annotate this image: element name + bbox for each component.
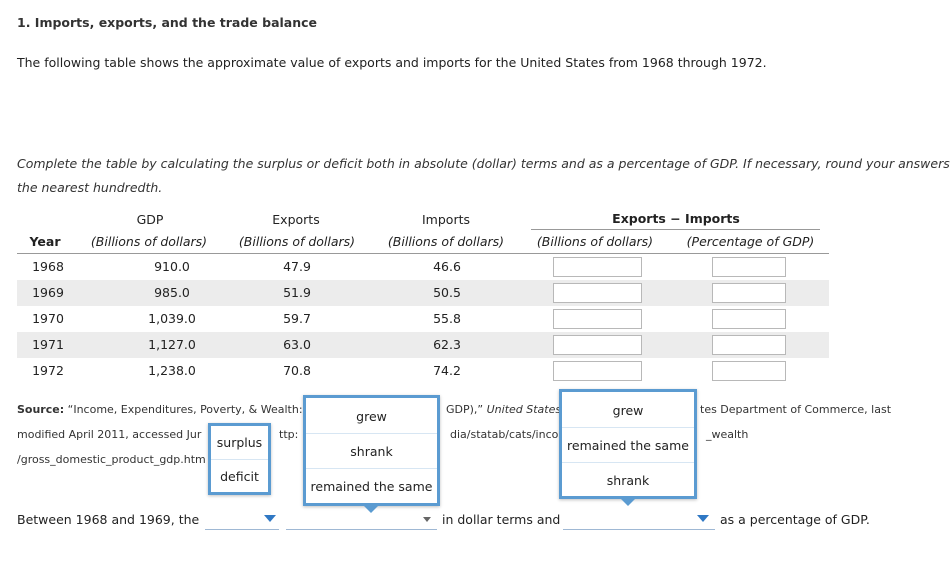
dropdown-surplus-deficit[interactable]: surplus deficit <box>208 423 271 495</box>
instructions-line-2: the nearest hundredth. <box>17 180 163 195</box>
table-row: 1971 1,127.0 63.0 62.3 <box>17 332 829 358</box>
diff-input[interactable] <box>553 257 642 277</box>
imports-cell: 55.8 <box>433 311 461 326</box>
source-text: GDP),” <box>446 403 487 416</box>
dropdown-pointer-icon <box>621 499 635 506</box>
exports-cell: 70.8 <box>283 363 311 378</box>
header-diff-unit: (Billions of dollars) <box>536 234 654 249</box>
year-cell: 1970 <box>32 311 64 326</box>
intro-text: The following table shows the approximat… <box>17 55 767 70</box>
gdp-cell: 910.0 <box>154 259 190 274</box>
pct-input[interactable] <box>712 361 786 381</box>
source-text: “Income, Expenditures, Poverty, & Wealth… <box>67 403 303 416</box>
year-cell: 1968 <box>32 259 64 274</box>
source-fragment: ttp: <box>279 428 299 441</box>
year-cell: 1969 <box>32 285 64 300</box>
dropdown-change-dollar[interactable]: grew shrank remained the same <box>303 395 440 506</box>
source-line-1: Source: “Income, Expenditures, Poverty, … <box>17 397 303 422</box>
pct-input[interactable] <box>712 283 786 303</box>
imports-cell: 46.6 <box>433 259 461 274</box>
source-fragment: tes Department of Commerce, last <box>700 403 892 416</box>
header-pct-unit: (Percentage of GDP) <box>686 234 815 249</box>
sentence-part-2: in dollar terms and <box>442 512 561 527</box>
option-grew[interactable]: grew <box>306 398 437 434</box>
header-rule <box>17 253 829 254</box>
source-fragment: _wealth <box>706 428 749 441</box>
select-change-dollar[interactable] <box>286 511 437 530</box>
dropdown-pointer-icon <box>364 506 378 513</box>
select-change-percentage[interactable] <box>563 511 715 530</box>
option-remained-same[interactable]: remained the same <box>562 428 694 463</box>
header-exports-minus-imports: Exports − Imports <box>612 211 740 226</box>
year-cell: 1971 <box>32 337 64 352</box>
header-exports-unit: (Billions of dollars) <box>238 234 356 249</box>
header-imports: Imports <box>422 212 470 227</box>
source-link[interactable]: dia/statab/cats/inco <box>450 428 559 441</box>
header-gdp-unit: (Billions of dollars) <box>90 234 208 249</box>
header-year: Year <box>29 234 61 249</box>
group-header-rule <box>531 229 820 230</box>
diff-input[interactable] <box>553 283 642 303</box>
instructions-line-1: Complete the table by calculating the su… <box>17 156 952 171</box>
exports-cell: 63.0 <box>283 337 311 352</box>
header-imports-unit: (Billions of dollars) <box>387 234 505 249</box>
gdp-cell: 1,039.0 <box>148 311 196 326</box>
gdp-cell: 1,127.0 <box>148 337 196 352</box>
sentence-part-1: Between 1968 and 1969, the <box>17 512 200 527</box>
pct-input[interactable] <box>712 309 786 329</box>
source-fragment: GDP),” United States <box>446 397 561 422</box>
pct-input[interactable] <box>712 257 786 277</box>
header-gdp: GDP <box>136 212 164 227</box>
diff-input[interactable] <box>553 335 642 355</box>
gdp-cell: 985.0 <box>154 285 190 300</box>
instructions: Complete the table by calculating the su… <box>17 152 952 200</box>
option-grew[interactable]: grew <box>562 392 694 428</box>
question-title: 1. Imports, exports, and the trade balan… <box>17 15 318 30</box>
source-publication: United States <box>486 403 562 416</box>
source-line-2: modified April 2011, accessed Jur <box>17 428 202 441</box>
exports-cell: 47.9 <box>283 259 311 274</box>
option-remained-same[interactable]: remained the same <box>310 479 433 494</box>
chevron-down-icon[interactable] <box>264 515 276 522</box>
pct-input[interactable] <box>712 335 786 355</box>
dropdown-change-percentage[interactable]: grew remained the same shrank <box>559 389 697 499</box>
table-row: 1969 985.0 51.9 50.5 <box>17 280 829 306</box>
diff-input[interactable] <box>553 309 642 329</box>
exports-cell: 59.7 <box>283 311 311 326</box>
table-row: 1972 1,238.0 70.8 74.2 <box>17 358 829 384</box>
table-row: 1970 1,039.0 59.7 55.8 <box>17 306 829 332</box>
table-row: 1968 910.0 47.9 46.6 <box>17 254 829 280</box>
sentence-part-3: as a percentage of GDP. <box>720 512 870 527</box>
imports-cell: 50.5 <box>433 285 461 300</box>
option-shrank[interactable]: shrank <box>606 473 650 488</box>
year-cell: 1972 <box>32 363 64 378</box>
imports-cell: 74.2 <box>433 363 461 378</box>
chevron-down-icon[interactable] <box>423 517 431 522</box>
source-line-3[interactable]: /gross_domestic_product_gdp.htm <box>17 453 206 466</box>
imports-cell: 62.3 <box>433 337 461 352</box>
option-deficit[interactable]: deficit <box>220 469 259 484</box>
header-exports: Exports <box>272 212 320 227</box>
option-shrank[interactable]: shrank <box>306 434 437 469</box>
chevron-down-icon[interactable] <box>697 515 709 522</box>
select-surplus-deficit[interactable] <box>205 511 279 530</box>
exports-cell: 51.9 <box>283 285 311 300</box>
source-label: Source: <box>17 403 65 416</box>
option-surplus[interactable]: surplus <box>211 426 268 460</box>
gdp-cell: 1,238.0 <box>148 363 196 378</box>
diff-input[interactable] <box>553 361 642 381</box>
